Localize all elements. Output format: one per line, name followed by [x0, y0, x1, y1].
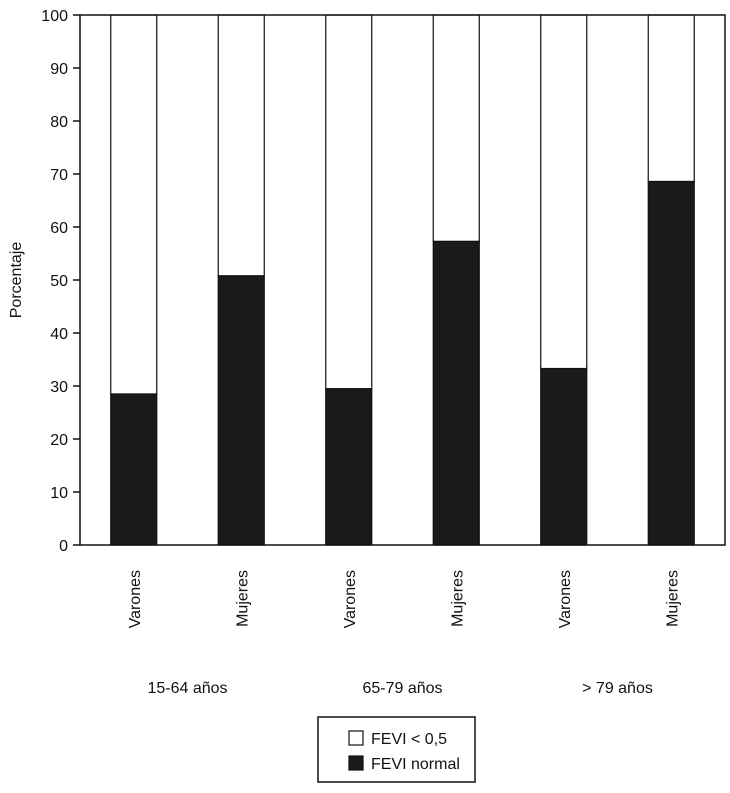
legend-box [317, 716, 476, 783]
category-label: Mujeres [449, 570, 466, 627]
y-tick-label: 100 [41, 8, 68, 25]
group-label: > 79 años [582, 680, 653, 697]
bar-segment [325, 388, 373, 546]
bars-layer [110, 14, 695, 546]
bar-segment [217, 275, 265, 546]
group-label: 15-64 años [147, 680, 227, 697]
y-tick-label: 50 [50, 273, 68, 290]
bar-segment [432, 14, 480, 242]
category-label: Varones [342, 570, 359, 628]
category-label: Varones [127, 570, 144, 628]
bar-segment [217, 14, 265, 277]
y-axis: 0 10 20 30 40 50 60 70 80 90 100 [41, 8, 80, 555]
bar-segment [647, 180, 695, 546]
y-tick-label: 90 [50, 61, 68, 78]
y-tick-label: 80 [50, 114, 68, 131]
legend-swatch [348, 755, 364, 771]
group-label: 65-79 años [362, 680, 442, 697]
y-axis-title: Porcentaje [8, 242, 25, 319]
y-tick-label: 10 [50, 485, 68, 502]
bar-segment [647, 14, 695, 183]
y-tick-label: 40 [50, 326, 68, 343]
y-tick-label: 0 [59, 538, 68, 555]
category-label: Varones [557, 570, 574, 628]
legend: FEVI < 0,5 FEVI normal [317, 716, 476, 783]
bar-segment [540, 14, 588, 370]
y-tick-label: 70 [50, 167, 68, 184]
plot-frame [79, 14, 726, 546]
category-label: Mujeres [664, 570, 681, 627]
bar-segment [432, 240, 480, 546]
bar-segment [325, 14, 373, 390]
y-tick-label: 30 [50, 379, 68, 396]
category-label: Mujeres [234, 570, 251, 627]
legend-label: FEVI < 0,5 [371, 731, 447, 748]
bar-segment [540, 367, 588, 546]
group-labels: 15-64 años 65-79 años > 79 años [147, 680, 652, 697]
category-labels: Varones Mujeres Varones Mujeres Varones Mujer… [127, 570, 682, 628]
bar-segment [110, 393, 158, 546]
y-tick-label: 20 [50, 432, 68, 449]
legend-label: FEVI normal [371, 756, 460, 773]
legend-swatch [348, 730, 364, 746]
bar-segment [110, 14, 158, 395]
y-tick-label: 60 [50, 220, 68, 237]
